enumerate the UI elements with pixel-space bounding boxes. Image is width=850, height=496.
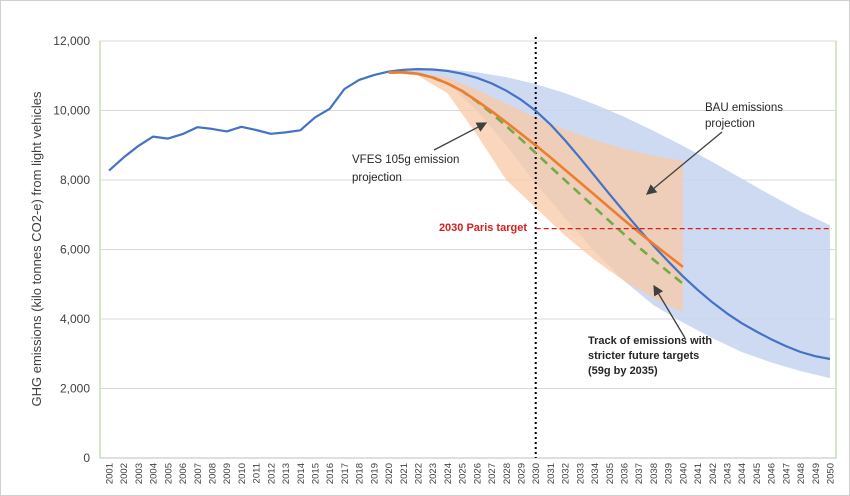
series-layer	[108, 37, 832, 458]
x-tick-label: 2035	[605, 463, 616, 484]
x-tick-label: 2032	[561, 463, 572, 484]
x-tick-label: 2001	[105, 463, 116, 484]
x-tick-label: 2007	[193, 463, 204, 484]
x-tick-label: 2044	[737, 463, 748, 484]
x-tick-label: 2049	[811, 463, 822, 484]
x-tick-label: 2026	[472, 463, 483, 484]
x-tick-label: 2003	[134, 463, 145, 484]
x-tick-label: 2024	[443, 463, 454, 484]
x-tick-label: 2013	[281, 463, 292, 484]
x-tick-label: 2008	[208, 463, 219, 484]
x-tick-label: 2011	[252, 463, 263, 483]
x-tick-label: 2016	[325, 463, 336, 484]
x-tick-label: 2041	[693, 463, 704, 484]
y-tick-label: 4,000	[60, 312, 90, 326]
annotation-layer	[433, 122, 723, 339]
x-tick-label: 2005	[163, 463, 174, 484]
x-tick-label: 2022	[414, 463, 425, 484]
y-tick-label: 8,000	[60, 173, 90, 187]
x-tick-label: 2043	[723, 463, 734, 484]
x-tick-label: 2019	[369, 463, 380, 484]
vfes-annotation-line1: VFES 105g emission	[352, 154, 459, 166]
x-tick-label: 2048	[796, 463, 807, 484]
x-tick-label: 2045	[752, 463, 763, 484]
vfes-annotation-arrow	[433, 122, 488, 151]
x-tick-label: 2012	[266, 463, 277, 484]
x-tick-label: 2033	[575, 463, 586, 484]
x-tick-label: 2021	[399, 463, 410, 484]
x-tick-label: 2015	[311, 463, 322, 484]
y-tick-label: 10,000	[53, 104, 90, 118]
x-tick-label: 2017	[340, 463, 351, 484]
y-tick-label: 2,000	[60, 382, 90, 396]
paris-target-label: 2030 Paris target	[439, 222, 527, 234]
x-tick-label: 2030	[531, 463, 542, 484]
strict-annotation-line1: Track of emissions with	[588, 335, 712, 347]
x-tick-label: 2029	[517, 463, 528, 484]
x-tick-label: 2038	[649, 463, 660, 484]
vfes-annotation-line2: projection	[352, 172, 402, 184]
x-tick-label: 2023	[428, 463, 439, 484]
x-tick-label: 2036	[620, 463, 631, 484]
x-tick-label: 2009	[222, 463, 233, 484]
x-tick-label: 2002	[119, 463, 130, 484]
x-tick-label: 2039	[664, 463, 675, 484]
strict-annotation-line3: (59g by 2035)	[588, 365, 658, 377]
x-tick-label: 2006	[178, 463, 189, 484]
bau-emissions-line	[108, 68, 831, 361]
x-tick-label: 2014	[296, 463, 307, 484]
strict-annotation-line2: stricter future targets	[588, 350, 699, 362]
x-tick-label: 2050	[826, 463, 837, 484]
y-tick-label: 6,000	[60, 243, 90, 257]
x-tick-label: 2037	[634, 463, 645, 484]
x-tick-label: 2018	[355, 463, 366, 484]
x-tick-label: 2004	[149, 463, 160, 484]
x-tick-label: 2031	[546, 463, 557, 484]
x-tick-label: 2040	[678, 463, 689, 484]
y-tick-label: 0	[83, 451, 90, 465]
x-tick-label: 2010	[237, 463, 248, 484]
x-tick-label: 2047	[781, 463, 792, 484]
y-tick-label: 12,000	[53, 34, 90, 48]
x-tick-label: 2020	[384, 463, 395, 484]
x-tick-label: 2042	[708, 463, 719, 484]
x-tick-label: 2025	[458, 463, 469, 484]
y-axis-label: GHG emissions (kilo tonnes CO2-e) from l…	[29, 91, 44, 406]
bau-annotation-arrow	[645, 131, 723, 195]
bau-annotation-line2: projection	[705, 118, 755, 130]
strict-annotation-arrow	[653, 284, 686, 339]
bau-annotation-line1: BAU emissions	[705, 102, 783, 114]
x-tick-label: 2046	[767, 463, 778, 484]
x-tick-label: 2034	[590, 463, 601, 484]
x-tick-label: 2027	[487, 463, 498, 484]
x-tick-label: 2028	[502, 463, 513, 484]
